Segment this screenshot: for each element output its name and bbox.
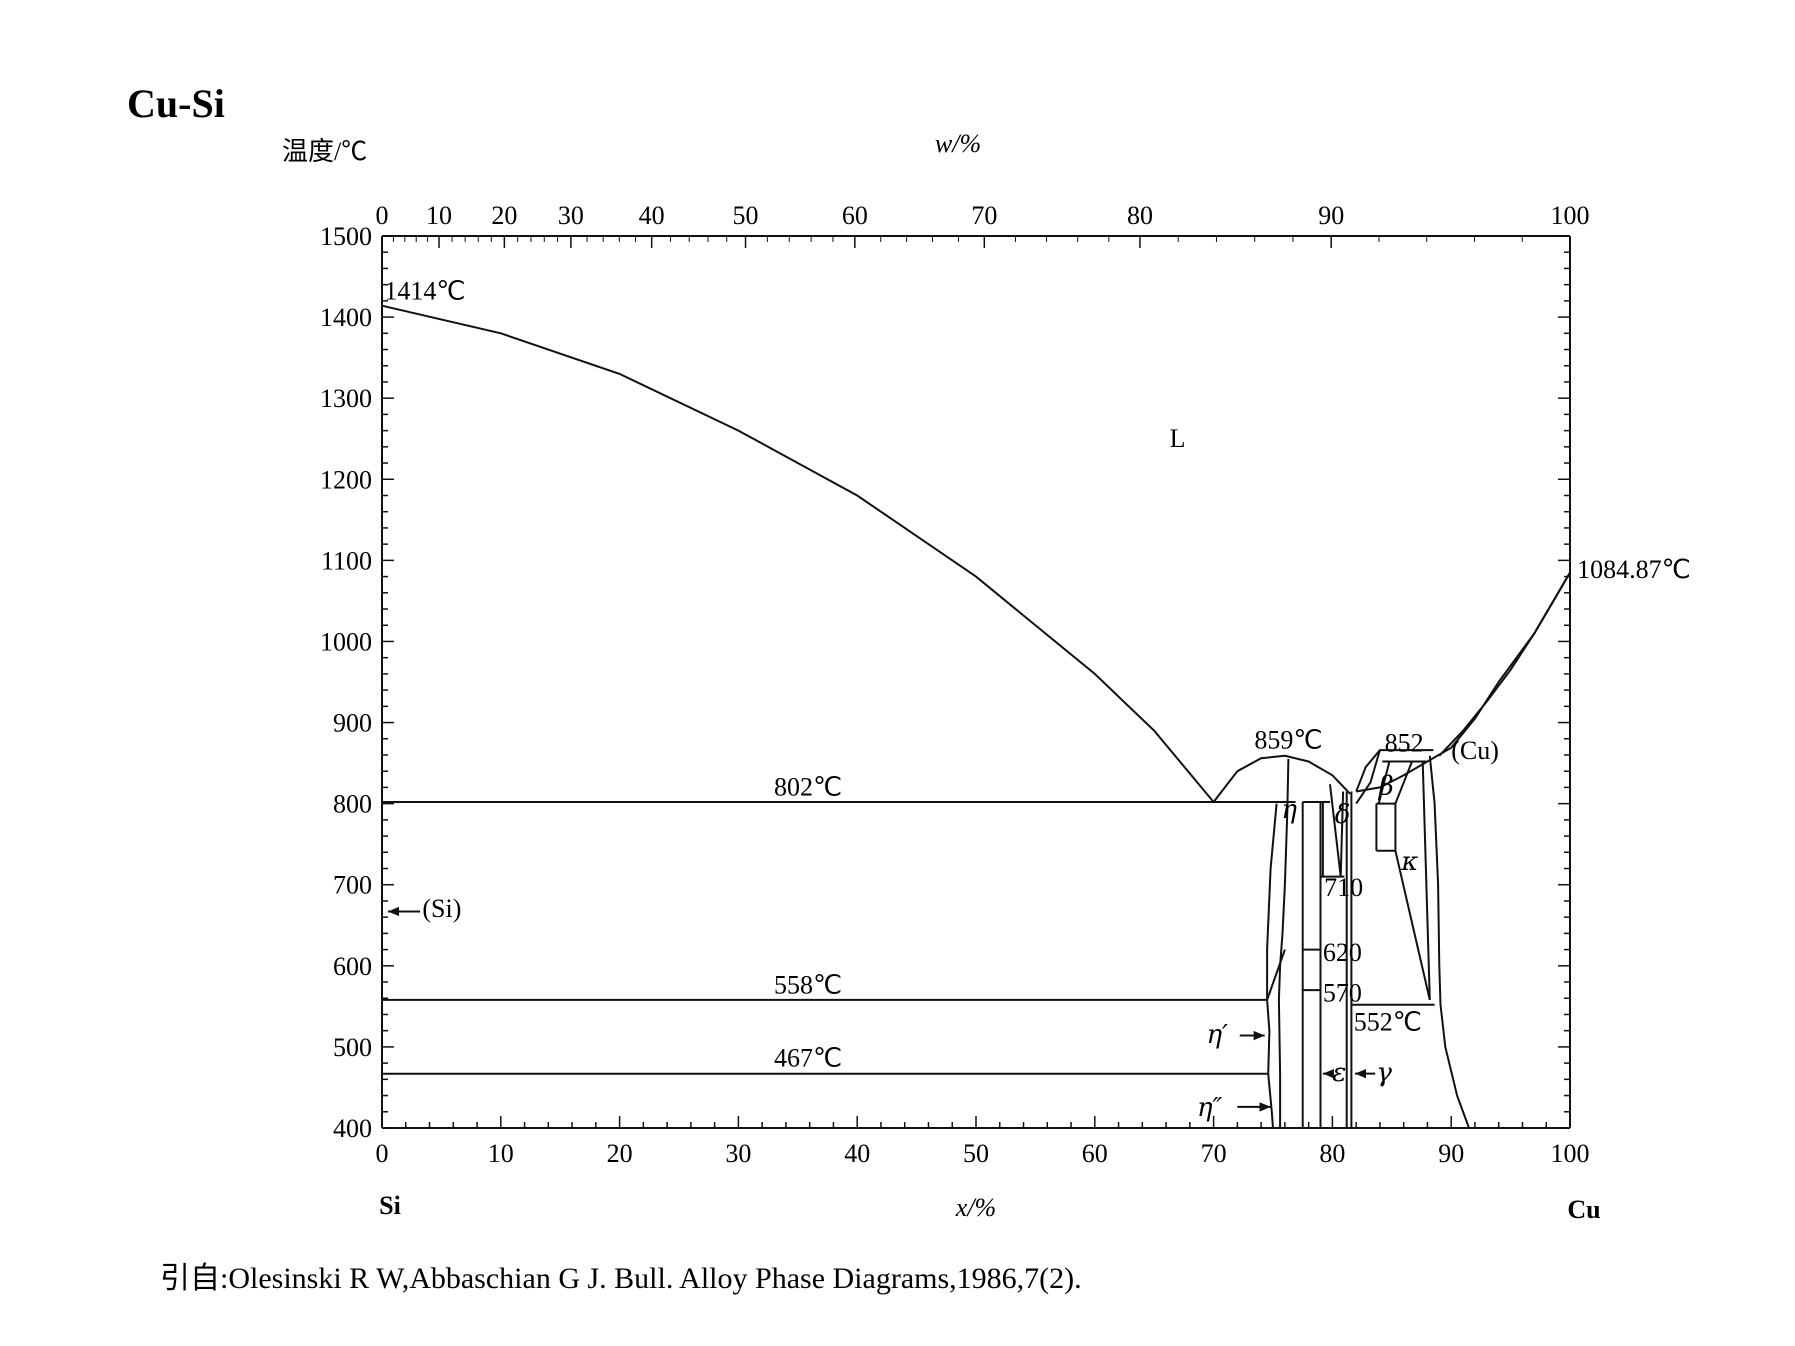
phase-boundary [1421,761,1431,1000]
phase-boundary [1266,803,1278,1000]
y-tick-label: 1000 [320,627,372,656]
phase-boundary [1377,761,1391,804]
label-beta: β [1378,772,1394,802]
phase-boundary [1355,749,1381,805]
y-tick-label: 600 [333,952,372,981]
phase-boundary [1266,999,1274,1129]
top-tick-label: 50 [733,201,759,230]
y-tick-label: 400 [333,1114,372,1143]
y-tick-label: 1500 [320,222,372,251]
label-570: 570 [1323,978,1362,1007]
label-cu-phase: (Cu) [1451,736,1499,765]
top-tick-label: 100 [1551,201,1590,230]
phase-boundary [1356,572,1571,793]
label-467: 467℃ [774,1043,842,1072]
label-liquid: L [1170,424,1186,453]
y-axis-title: 温度/℃ [282,137,367,166]
phase-boundary [1438,572,1571,757]
phase-boundary [1394,761,1413,804]
arrow-gamma-head [1354,1068,1367,1079]
arrow-si-head [387,906,399,917]
element-si-label: Si [379,1191,401,1220]
x-tick-label: 10 [488,1139,514,1168]
label-epsilon: ε [1332,1058,1346,1088]
x-tick-label: 60 [1082,1139,1108,1168]
top-tick-label: 30 [558,201,584,230]
x-tick-label: 30 [725,1139,751,1168]
y-tick-label: 500 [333,1033,372,1062]
citation: 引自:Olesinski R W,Abbaschian G J. Bull. A… [160,1262,1082,1295]
top-tick-label: 90 [1318,201,1344,230]
top-tick-label: 80 [1127,201,1153,230]
x-tick-label: 90 [1438,1139,1464,1168]
phase-boundary [381,304,1215,803]
figure-title: Cu-Si [127,81,225,126]
label-859: 859℃ [1254,725,1322,754]
label-710: 710 [1324,873,1363,902]
y-tick-label: 700 [333,871,372,900]
x-tick-label: 80 [1319,1139,1345,1168]
element-cu-label: Cu [1567,1195,1600,1224]
top-axis-title: w/% [935,129,981,158]
label-852: 852 [1385,729,1424,758]
y-tick-label: 1300 [320,384,372,413]
x-tick-label: 70 [1201,1139,1227,1168]
y-tick-label: 900 [333,709,372,738]
x-tick-label: 20 [607,1139,633,1168]
top-tick-label: 60 [842,201,868,230]
label-eta: η [1281,795,1297,825]
phase-boundary [1339,791,1345,877]
label-558: 558℃ [774,970,842,999]
top-tick-label: 10 [426,201,452,230]
y-tick-label: 1100 [321,546,372,575]
phase-boundary [1212,754,1351,803]
label-eta-double: η″ [1197,1093,1223,1123]
x-tick-label: 40 [844,1139,870,1168]
y-tick-label: 800 [333,790,372,819]
label-1414: 1414℃ [384,276,465,305]
x-tick-label: 100 [1551,1139,1590,1168]
arrow-epsilon-head [1322,1068,1334,1079]
phase-boundary [1355,749,1434,792]
label-802: 802℃ [774,773,842,802]
x-axis-title: x/% [955,1193,996,1222]
top-tick-label: 40 [639,201,665,230]
x-tick-label: 0 [376,1139,389,1168]
label-kappa: κ [1400,847,1418,877]
label-eta-prime: η′ [1206,1020,1228,1050]
label-1084: 1084.87℃ [1577,555,1691,584]
y-tick-label: 1200 [320,465,372,494]
phase-boundary [1394,850,1431,1001]
top-tick-label: 0 [376,201,389,230]
arrow-eta-prime-head [1253,1030,1265,1041]
label-delta: δ [1335,800,1351,830]
label-gamma: γ [1376,1058,1392,1088]
label-552: 552℃ [1354,1008,1422,1037]
top-tick-label: 70 [971,201,997,230]
y-tick-label: 1400 [320,303,372,332]
phase-boundary [1329,784,1342,877]
label-620: 620 [1323,938,1362,967]
x-tick-label: 50 [963,1139,989,1168]
phase-boundary [1266,949,1286,1001]
top-tick-label: 20 [491,201,517,230]
label-si-phase: (Si) [422,894,461,923]
phase-boundary [1277,758,1290,1128]
phase-boundary [1428,755,1470,1129]
arrow-eta-double-head [1259,1102,1271,1112]
